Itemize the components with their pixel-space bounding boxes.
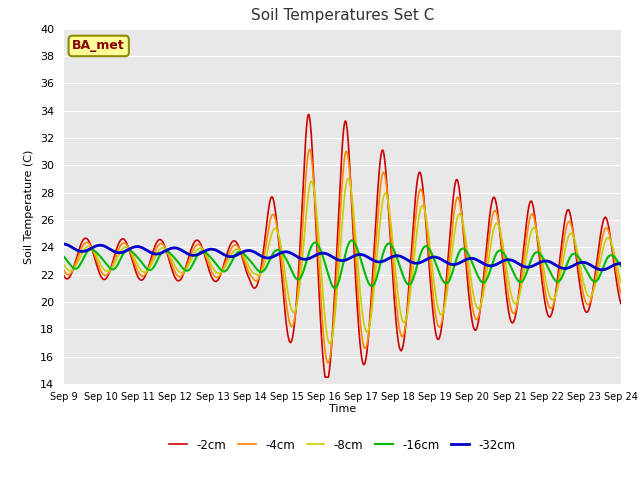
-4cm: [564, 219, 572, 225]
-16cm: [397, 267, 404, 273]
-2cm: [407, 258, 415, 264]
-32cm: [179, 248, 187, 254]
-16cm: [216, 265, 223, 271]
-32cm: [564, 265, 572, 271]
-32cm: [617, 261, 625, 266]
-8cm: [564, 234, 572, 240]
-2cm: [305, 111, 312, 117]
-16cm: [331, 285, 339, 291]
X-axis label: Time: Time: [329, 405, 356, 414]
-32cm: [617, 261, 625, 266]
-8cm: [617, 279, 625, 285]
-2cm: [564, 207, 572, 213]
-16cm: [407, 281, 415, 287]
Line: -32cm: -32cm: [64, 244, 621, 270]
-8cm: [60, 262, 68, 267]
-8cm: [344, 176, 352, 181]
-8cm: [407, 287, 415, 293]
-32cm: [598, 267, 606, 273]
-2cm: [216, 275, 223, 280]
-32cm: [397, 253, 404, 259]
-8cm: [216, 270, 223, 276]
-2cm: [397, 348, 404, 354]
-32cm: [60, 241, 68, 247]
Legend: -2cm, -4cm, -8cm, -16cm, -32cm: -2cm, -4cm, -8cm, -16cm, -32cm: [164, 434, 520, 456]
-16cm: [179, 266, 187, 272]
-16cm: [60, 254, 68, 260]
-16cm: [348, 238, 356, 243]
-32cm: [406, 259, 414, 264]
-8cm: [397, 312, 404, 318]
-2cm: [617, 300, 625, 306]
-8cm: [326, 341, 333, 347]
-2cm: [617, 300, 625, 306]
-4cm: [617, 290, 625, 296]
-32cm: [216, 249, 223, 255]
-2cm: [60, 273, 68, 279]
-4cm: [60, 268, 68, 274]
-4cm: [179, 271, 187, 276]
Line: -2cm: -2cm: [64, 114, 621, 377]
-4cm: [617, 290, 625, 296]
-4cm: [216, 273, 223, 278]
-4cm: [324, 360, 332, 366]
-4cm: [407, 273, 415, 278]
-2cm: [179, 272, 187, 277]
-4cm: [306, 146, 314, 152]
-8cm: [179, 269, 187, 275]
-4cm: [397, 332, 404, 338]
-16cm: [617, 264, 625, 269]
-2cm: [321, 374, 329, 380]
Line: -4cm: -4cm: [64, 149, 621, 363]
Line: -16cm: -16cm: [64, 240, 621, 288]
-16cm: [564, 258, 572, 264]
Line: -8cm: -8cm: [64, 179, 621, 344]
-8cm: [617, 278, 625, 284]
Y-axis label: Soil Temperature (C): Soil Temperature (C): [24, 149, 35, 264]
-16cm: [617, 263, 625, 269]
Title: Soil Temperatures Set C: Soil Temperatures Set C: [251, 9, 434, 24]
Text: BA_met: BA_met: [72, 39, 125, 52]
